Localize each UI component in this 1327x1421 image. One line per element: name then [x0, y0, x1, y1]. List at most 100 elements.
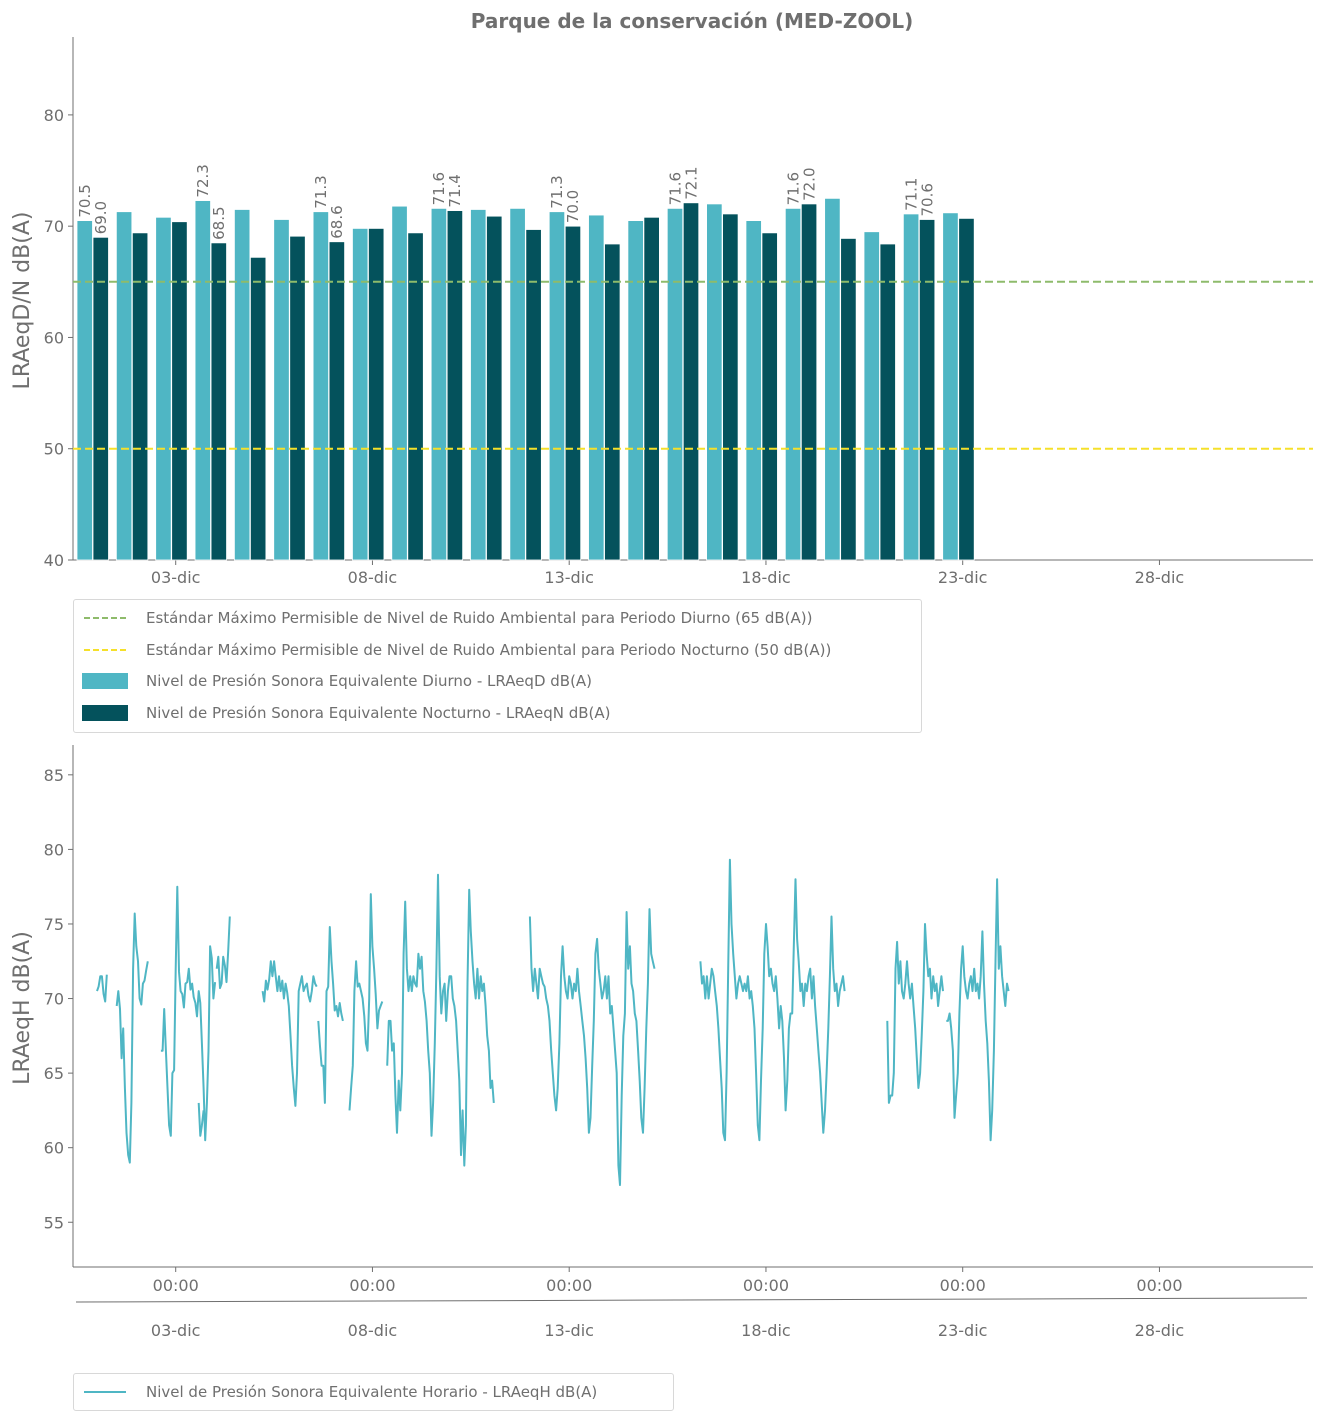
x-tick-label: 18-dic [741, 568, 791, 587]
bar-night [368, 227, 385, 561]
bar-day [194, 200, 211, 561]
hourly-series-line [197, 1102, 205, 1137]
y-tick-label: 75 [44, 915, 64, 934]
bar-night [249, 256, 267, 561]
legend-item: Nivel de Presión Sonora Equivalente Hora… [82, 1380, 597, 1404]
x-tick-label: 03-dic [151, 568, 201, 587]
x-tick-label-date: 03-dic [151, 1321, 201, 1340]
legend-item: Nivel de Presión Sonora Equivalente Diur… [82, 669, 592, 693]
data-label-night: 70.0 [564, 190, 582, 223]
bar-day [391, 205, 408, 561]
bar-night [958, 217, 975, 561]
legend-item: Nivel de Presión Sonora Equivalente Noct… [82, 701, 611, 725]
y-axis-label: LRAeqH dB(A) [10, 931, 35, 1085]
bar-day [155, 216, 172, 561]
legend-swatch [82, 673, 128, 689]
bar-day [312, 211, 330, 561]
bar-day [233, 209, 251, 561]
hourly-series-line [528, 908, 656, 1186]
legend-label: Estándar Máximo Permisible de Nivel de R… [146, 640, 832, 659]
x-tick-label-date: 13-dic [544, 1321, 594, 1340]
y-axis-label: LRAeqD/N dB(A) [10, 212, 35, 390]
bar-night [564, 225, 582, 561]
bar-night [210, 242, 227, 561]
bar-night [879, 243, 896, 561]
bar-day [824, 197, 841, 561]
data-label-day: 71.3 [548, 175, 566, 208]
y-tick-label: 80 [44, 106, 64, 125]
bar-night [289, 235, 306, 561]
bar-day [588, 214, 605, 561]
hourly-series-line [386, 873, 495, 1167]
bar-day [706, 203, 723, 561]
data-label-day: 71.6 [666, 172, 684, 205]
data-label-day: 72.3 [194, 164, 212, 197]
bar-night [722, 213, 739, 561]
x-tick-label: 23-dic [938, 568, 988, 587]
x-tick-label: 13-dic [544, 568, 594, 587]
hourly-series-line [317, 926, 344, 1104]
bar-day [115, 211, 133, 561]
bar-night [92, 236, 109, 561]
hourly-series-line [160, 885, 217, 1142]
y-tick-label: 65 [44, 1064, 64, 1083]
x-tick-label-time: 00:00 [1136, 1276, 1182, 1295]
bar-day [627, 220, 644, 561]
data-label-day: 70.5 [76, 184, 94, 217]
x-tick-label: 28-dic [1135, 568, 1185, 587]
legend-label: Estándar Máximo Permisible de Nivel de R… [146, 609, 813, 627]
x-tick-label-date: 23-dic [938, 1321, 988, 1340]
date-axis-line [75, 1297, 1308, 1303]
bar-night [840, 238, 857, 561]
bar-day [942, 212, 959, 561]
x-tick-label: 08-dic [348, 568, 398, 587]
data-label-night: 70.6 [918, 183, 936, 216]
hourly-series-line [261, 960, 318, 1107]
hourly-series-line [215, 916, 231, 990]
y-tick-label: 60 [44, 328, 64, 347]
data-label-day: 71.6 [430, 172, 448, 205]
legend-item: Estándar Máximo Permisible de Nivel de R… [82, 638, 831, 662]
bar-night [407, 232, 424, 561]
y-tick-label: 70 [44, 990, 64, 1009]
bar-day [784, 207, 802, 561]
bar-day [863, 231, 880, 561]
bar-night [682, 202, 700, 561]
bar-day [666, 207, 684, 561]
hourly-series-line [946, 878, 1010, 1142]
legend-label: Nivel de Presión Sonora Equivalente Noct… [146, 703, 611, 722]
data-label-night: 72.1 [682, 166, 700, 199]
y-tick-label: 40 [44, 551, 64, 570]
data-label-night: 71.4 [446, 174, 464, 207]
data-label-day: 71.1 [902, 178, 920, 211]
bar-day [548, 211, 566, 561]
bar-day [470, 209, 487, 561]
x-tick-label-time: 00:00 [546, 1276, 592, 1295]
hourly-series-line [886, 923, 944, 1104]
hourly-line-chart: 55 60 65 70 75 80 85 LRAeqH dB(A) 00:00 00:00 00:0… [10, 745, 1313, 1340]
bar-day [273, 219, 290, 561]
legend-item: Estándar Máximo Permisible de Nivel de R… [82, 606, 812, 630]
data-label-night: 72.0 [800, 168, 818, 201]
bar-day [430, 207, 448, 561]
daily-bar-chart: 40 50 60 70 80 LRAeqD/N dB(A) 03-dic 08-dic 13-d… [10, 37, 1313, 587]
bar-night [446, 210, 464, 561]
daily-legend: Estándar Máximo Permisible de Nivel de R… [73, 599, 922, 733]
y-tick-label: 70 [44, 217, 64, 236]
legend-swatch [82, 704, 128, 721]
hourly-series-line [348, 893, 384, 1111]
x-tick-label-date: 28-dic [1135, 1321, 1185, 1340]
bar-day [509, 207, 526, 561]
data-label-night: 68.6 [328, 205, 346, 238]
bar-night [131, 232, 149, 561]
bar-night [486, 215, 503, 561]
bar-day [352, 227, 369, 561]
bar-night [761, 232, 778, 561]
bar-day [902, 213, 920, 561]
bar-night [643, 216, 660, 561]
legend-label: Nivel de Presión Sonora Equivalente Diur… [146, 672, 593, 690]
bar-night [328, 241, 346, 561]
hourly-series-line [699, 858, 846, 1142]
x-tick-label-time: 00:00 [743, 1276, 789, 1295]
x-tick-label-time: 00:00 [153, 1276, 199, 1295]
